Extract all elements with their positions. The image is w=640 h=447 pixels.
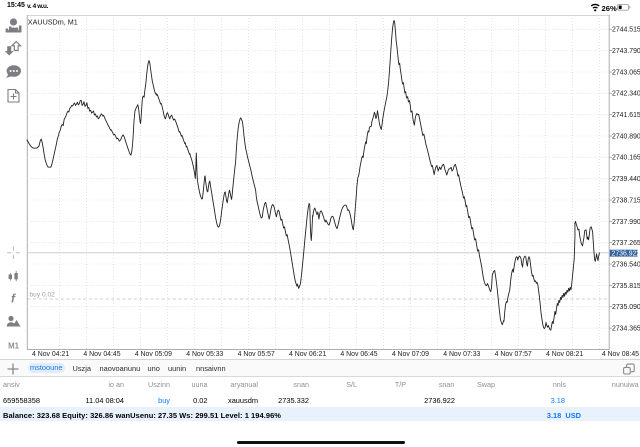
svg-text:2739.440: 2739.440	[612, 176, 640, 183]
svg-text:buy 0.02: buy 0.02	[30, 292, 56, 299]
svg-text:4 Nov 05:33: 4 Nov 05:33	[186, 351, 223, 358]
svg-text:4 Nov 04:21: 4 Nov 04:21	[32, 351, 69, 358]
svg-text:26%: 26%	[602, 4, 617, 13]
svg-text:2737.265: 2737.265	[612, 240, 640, 247]
svg-text:4 Nov 05:09: 4 Nov 05:09	[135, 351, 172, 358]
svg-text:2743.065: 2743.065	[612, 69, 640, 76]
svg-text:2736.922: 2736.922	[612, 250, 640, 257]
svg-text:4 Nov 07:09: 4 Nov 07:09	[392, 351, 429, 358]
svg-text:4 Nov 06:45: 4 Nov 06:45	[340, 351, 377, 358]
svg-text:f: f	[11, 292, 16, 306]
svg-text:4 Nov 06:21: 4 Nov 06:21	[289, 351, 326, 358]
svg-text:2735.090: 2735.090	[612, 304, 640, 311]
svg-text:2743.790: 2743.790	[612, 48, 640, 55]
svg-text:2740.890: 2740.890	[612, 133, 640, 140]
svg-text:2741.615: 2741.615	[612, 112, 640, 119]
svg-text:2737.990: 2737.990	[612, 219, 640, 226]
svg-text:4 Nov 07:57: 4 Nov 07:57	[495, 351, 532, 358]
svg-text:XAUUSDm, M1: XAUUSDm, M1	[28, 17, 78, 26]
svg-text:4 Nov 08:21: 4 Nov 08:21	[546, 351, 583, 358]
svg-text:2736.540: 2736.540	[612, 261, 640, 268]
svg-text:4 Nov 07:33: 4 Nov 07:33	[443, 351, 480, 358]
svg-text:2735.815: 2735.815	[612, 283, 640, 290]
svg-text:2738.715: 2738.715	[612, 197, 640, 204]
svg-text:4 Nov 08:45: 4 Nov 08:45	[602, 351, 639, 358]
svg-text:2734.365: 2734.365	[612, 326, 640, 333]
svg-text:2744.515: 2744.515	[612, 27, 640, 34]
svg-text:2742.340: 2742.340	[612, 91, 640, 98]
svg-text:2740.165: 2740.165	[612, 155, 640, 162]
svg-text:4 Nov 05:57: 4 Nov 05:57	[238, 351, 275, 358]
svg-text:4 Nov 04:45: 4 Nov 04:45	[83, 351, 120, 358]
svg-text:M1: M1	[8, 342, 19, 351]
